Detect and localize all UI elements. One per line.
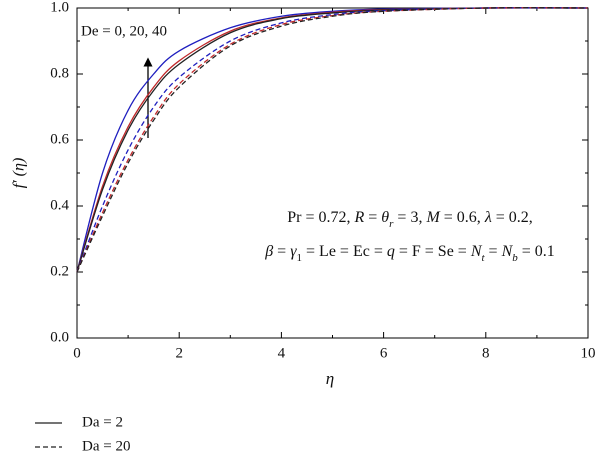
annotation-part: = Le = Ec =	[302, 243, 387, 260]
x-tick-label: 10	[581, 345, 596, 361]
annotation-part: M	[425, 209, 441, 226]
x-axis-label: η	[326, 369, 334, 388]
x-tick-label: 6	[380, 345, 388, 361]
annotation-part: =	[364, 209, 381, 226]
annotation-part: = 0.1	[518, 243, 555, 260]
annotation: β = γ1 = Le = Ec = q = F = Se = Nt = Nb …	[264, 243, 555, 264]
annotation-part: b	[512, 252, 518, 264]
y-tick-label: 0.8	[50, 65, 69, 81]
line-series	[76, 7, 589, 273]
annotation-part: β	[264, 243, 273, 260]
x-tick-label: 0	[73, 345, 81, 361]
line-series	[76, 7, 589, 273]
annotation: De = 0, 20, 40	[81, 23, 167, 39]
y-tick-label: 1.0	[50, 0, 69, 15]
x-tick-label: 2	[175, 345, 183, 361]
annotation-part: q	[387, 243, 395, 260]
y-tick-label: 0.4	[50, 197, 69, 213]
annotation: Pr = 0.72, R = θr = 3, M = 0.6, λ = 0.2,	[287, 209, 533, 230]
annotation-part: = 0.6,	[440, 209, 485, 226]
y-tick-label: 0.6	[50, 131, 69, 147]
annotation-part: =	[273, 243, 290, 260]
line-series	[76, 7, 589, 273]
annotation-part: = 3,	[393, 209, 426, 226]
legend-label: Da = 2	[82, 414, 123, 430]
y-tick-label: 0.2	[50, 263, 69, 279]
annotation-part: θ	[381, 209, 389, 226]
legend-label: Da = 20	[82, 438, 130, 454]
annotation-part: =	[485, 243, 502, 260]
annotation-part: 1	[297, 252, 303, 264]
annotation-part: Pr = 0.72,	[287, 209, 354, 226]
x-tick-label: 8	[482, 345, 490, 361]
annotation-part: N	[501, 243, 514, 260]
line-series	[76, 7, 589, 273]
annotation-part: t	[481, 252, 485, 264]
line-series	[76, 7, 589, 273]
annotation-part: r	[389, 218, 394, 230]
annotation-part: λ	[484, 209, 492, 226]
plot-frame	[76, 7, 589, 339]
y-tick-label: 0.0	[50, 329, 69, 345]
line-series	[76, 7, 589, 273]
annotation-part: R	[353, 209, 364, 226]
annotation-part: N	[470, 243, 483, 260]
annotation-part: = F = Se =	[395, 243, 471, 260]
x-tick-label: 4	[278, 345, 286, 361]
annotation-part: = 0.2,	[492, 209, 533, 226]
y-axis-label: f′ (η)	[11, 158, 28, 189]
annotation-part: γ	[290, 243, 297, 260]
